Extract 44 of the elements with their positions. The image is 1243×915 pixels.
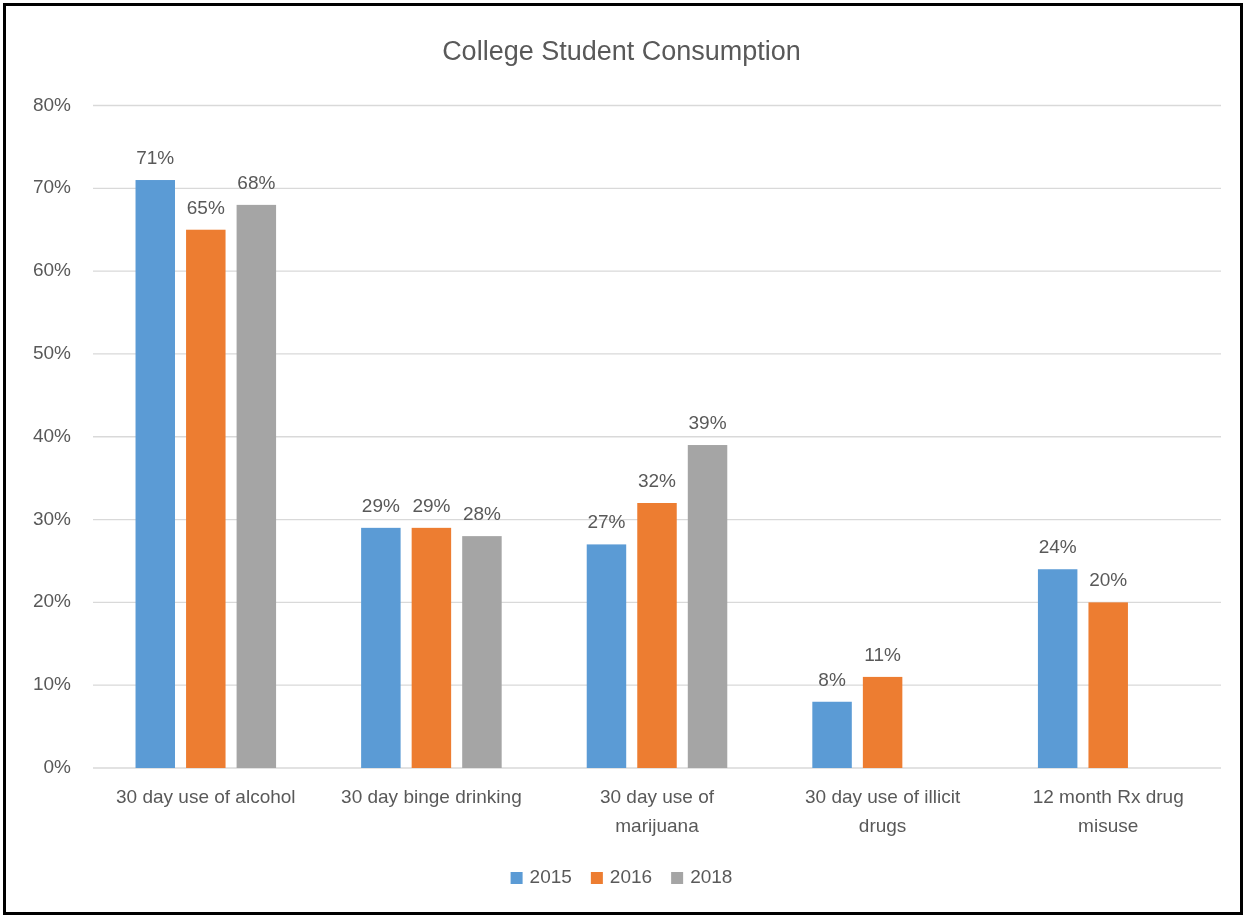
data-label: 28%: [462, 503, 502, 525]
data-label: 24%: [1038, 536, 1077, 558]
chart-title: College Student Consumption: [442, 36, 801, 66]
y-tick-label: 0%: [43, 756, 72, 778]
bar: [1088, 602, 1128, 768]
data-label: 68%: [237, 171, 276, 193]
x-tick-label: 12 month Rx drug misuse: [1032, 786, 1184, 836]
data-label: 20%: [1089, 569, 1128, 591]
y-tick-label: 70%: [32, 176, 72, 198]
bar: [812, 701, 852, 768]
y-tick-label: 50%: [32, 341, 72, 363]
legend-label: 2015: [529, 866, 572, 888]
bar: [135, 180, 176, 768]
bar: [637, 503, 677, 768]
data-label: 39%: [688, 412, 727, 434]
x-tick-label: 30 day use of marijuana: [599, 786, 715, 836]
data-label: 8%: [818, 668, 846, 690]
bar: [862, 676, 903, 768]
data-label: 71%: [136, 147, 175, 169]
data-label: 11%: [864, 643, 902, 665]
bar: [411, 527, 452, 768]
legend-label: 2016: [609, 866, 653, 888]
x-tick-label: 30 day use of illicit drugs: [804, 786, 961, 836]
bar: [1037, 569, 1078, 768]
bar: [361, 527, 401, 768]
y-tick-label: 10%: [32, 673, 72, 695]
bar: [687, 445, 728, 768]
y-tick-label: 20%: [32, 590, 72, 612]
y-tick-label: 30%: [32, 507, 72, 529]
y-tick-label: 60%: [32, 259, 72, 281]
data-label: 65%: [186, 196, 225, 218]
x-tick-label: 30 day use of alcohol: [116, 786, 296, 807]
bar: [462, 536, 502, 768]
bar: [186, 229, 226, 768]
y-tick-label: 80%: [32, 93, 72, 115]
legend-label: 2018: [690, 866, 733, 888]
x-tick-label: 30 day binge drinking: [341, 786, 522, 807]
data-label: 29%: [361, 494, 400, 516]
data-label: 27%: [587, 511, 626, 533]
y-tick-label: 40%: [32, 424, 72, 446]
bar: [236, 204, 277, 768]
data-label: 32%: [637, 470, 677, 491]
bar: [586, 544, 627, 768]
data-label: 29%: [412, 494, 451, 516]
